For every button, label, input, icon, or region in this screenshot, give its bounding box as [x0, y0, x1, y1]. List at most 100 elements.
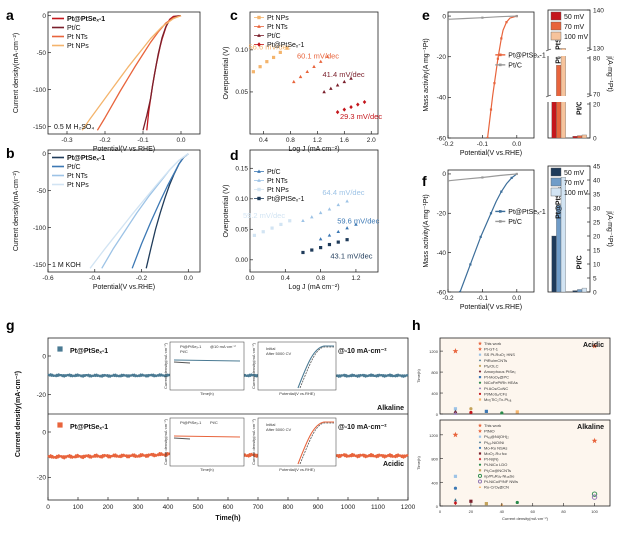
data-point	[479, 235, 482, 239]
y-tick-label: 0	[442, 13, 446, 20]
x-tick-label: -0.4	[89, 275, 101, 282]
data-point	[345, 226, 349, 230]
y-tick-label: 10	[593, 261, 601, 268]
legend-marker	[478, 473, 482, 478]
inset-trace	[173, 435, 241, 438]
category-label: Pt/C	[577, 101, 584, 115]
y-tick-label: -20	[437, 54, 447, 61]
inset-trace	[299, 422, 334, 465]
axes-frame	[249, 11, 379, 135]
inset-legend: Initial	[266, 422, 275, 427]
y-tick-label: -60	[437, 135, 447, 142]
slope-label: 59.2 mV/dec	[243, 211, 285, 220]
x-axis-label: Potential(V vs.RHE)	[93, 284, 155, 291]
inset-legend: Initial	[266, 346, 275, 351]
legend-marker	[478, 398, 482, 401]
legend-marker	[478, 423, 482, 428]
legend-marker	[478, 347, 482, 351]
category-label: Pt@PtSeₓ	[556, 187, 563, 219]
y-tick-label: 400	[431, 480, 438, 485]
data-point	[362, 99, 367, 105]
legend-entry: Pt/C	[67, 25, 81, 32]
axes-frame	[547, 9, 591, 139]
data-point	[515, 14, 518, 18]
legend-entry: 70 mV	[564, 180, 585, 187]
data-point	[278, 50, 282, 54]
y-tick-label: 0.10	[235, 47, 248, 54]
medium-label: Alkaline	[577, 424, 604, 431]
x-tick-label: 500	[193, 504, 204, 511]
legend-swatch	[550, 187, 562, 197]
data-point	[305, 69, 310, 74]
axis-break-mark	[545, 48, 552, 52]
medium-label: Acidic	[583, 342, 604, 349]
legend-entry: NiCoFePtRh HEAs	[484, 380, 518, 385]
slope-label: 60.1 mV/dec	[297, 52, 339, 61]
legend-entry: Pt NPs	[67, 182, 89, 189]
data-point	[496, 57, 499, 60]
inset-trace	[173, 437, 191, 440]
y-tick-label: 400	[431, 391, 438, 396]
y-tick-label: -50	[37, 188, 47, 195]
legend-marker	[478, 381, 482, 384]
legend-entry: SS Pt-RuO₂ HNS	[484, 352, 515, 357]
x-tick-label: 600	[223, 504, 234, 511]
x-tick-label: 0.0	[176, 137, 185, 144]
y-tick-label: 140	[593, 7, 604, 14]
legend-entry: Mo-Ru NSAs	[484, 445, 507, 450]
data-point	[505, 21, 508, 24]
legend-marker	[478, 440, 482, 444]
slope-label: 41.4 mV/dec	[323, 70, 365, 79]
bar	[560, 48, 566, 139]
axis-break-mark	[586, 48, 593, 52]
y-axis-label: Current density(mA·cm⁻²)	[15, 371, 22, 457]
axis-break-mark	[586, 94, 593, 98]
inset-x-label: Potential(V vs.RHE)	[279, 391, 315, 396]
medium-label: Acidic	[383, 461, 404, 468]
data-point	[310, 215, 314, 219]
acidic-point	[515, 410, 519, 414]
legend-marker	[478, 485, 482, 488]
legend-marker	[478, 364, 482, 367]
series-group	[81, 15, 182, 131]
data-point	[486, 136, 489, 138]
data-point	[345, 199, 349, 203]
data-point	[336, 240, 340, 244]
legend-swatch	[550, 31, 562, 41]
y-tick-label: 0.05	[235, 227, 248, 234]
legend-entry: Pt NPs	[267, 15, 289, 22]
legend-entry: Pt-GT-1	[484, 347, 499, 352]
inset-y-label: Current density(mA·cm⁻²)	[163, 342, 168, 389]
inset-x-label: Potential(V vs.RHE)	[279, 467, 315, 472]
data-point	[336, 202, 341, 207]
legend-entry: 100 mV	[564, 190, 588, 197]
y-tick-label: -150	[33, 262, 46, 269]
panel-a: -0.3 -0.2 -0.1 0.0 0 -50 -100 -150 Potential(V v…	[13, 11, 201, 153]
y-tick-label: 20	[593, 233, 601, 240]
data-point	[342, 79, 347, 84]
x-tick-label: 1200	[401, 504, 416, 511]
legend-entry: Pt NPs	[67, 43, 89, 50]
y-axis-label: Overpotential (V)	[223, 185, 230, 238]
legend-marker	[478, 341, 482, 346]
legend-entry: PtNiO	[484, 429, 495, 434]
data-point	[251, 70, 255, 74]
legend-entry: 50 mV	[564, 170, 585, 177]
panel-b: -0.6 -0.4 -0.2 0.0 0 -50 -100 -150 Potential(V v…	[13, 149, 201, 291]
y-tick-label: 0	[42, 353, 46, 360]
legend-marker	[478, 358, 482, 362]
y-axis-label: Time(h)	[416, 456, 421, 470]
x-tick-label: 20	[469, 509, 474, 514]
alkaline-point	[515, 500, 519, 505]
data-point	[261, 230, 265, 234]
electrolyte-label: 0.5 M H₂SO₄	[54, 124, 94, 131]
series-line	[89, 153, 189, 269]
y-tick-label: 0.00	[235, 257, 248, 264]
legend-entry: Pt@PtSeₓ-1	[67, 16, 105, 23]
data-point	[458, 290, 462, 292]
legend-marker	[478, 446, 482, 449]
y-tick-label: 40	[593, 177, 601, 184]
condition-label: @-10 mA·cm⁻²	[338, 348, 387, 355]
inset-trace	[173, 359, 241, 362]
legend-entry: Pt@PtSeₓ-1	[508, 209, 546, 216]
